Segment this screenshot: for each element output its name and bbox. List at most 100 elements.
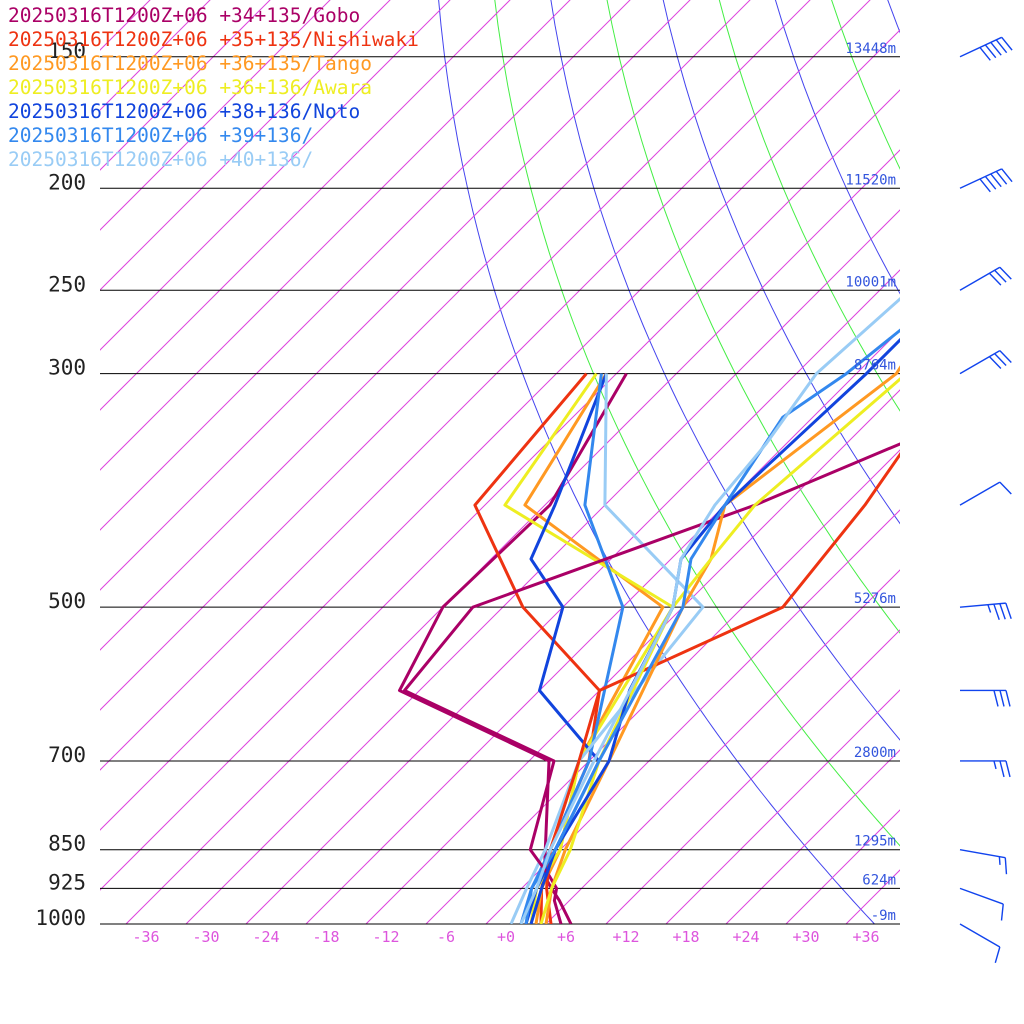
wind-barb-flag [993,760,997,770]
isotherm-line [100,0,691,591]
wind-barb-flag [994,946,1001,964]
isotherm-line [365,389,900,924]
wind-barb-flag [999,350,1012,363]
wind-barb-flag [1004,857,1008,875]
height-label: 11520m [845,172,896,188]
dry-adiabat-line [494,0,900,847]
wind-barbs [959,36,1013,964]
dry-adiabat-line [662,0,900,525]
wind-barb-flag [993,690,999,707]
isotherm-line [245,269,900,924]
temperature-tick-label: +24 [732,928,759,946]
wind-barb-flag [1000,904,1004,921]
wind-barb-flag [998,856,1001,865]
wind-barb-flag [999,603,1006,620]
pressure-tick-label: 1000 [35,906,86,930]
isotherm-line [100,0,391,291]
dry-adiabat-line [438,0,875,924]
temperature-tick-label: -36 [132,928,159,946]
isotherm-line [845,869,900,924]
wind-barb-staff [959,266,1001,291]
isotherm-line [605,629,900,924]
temperature-tick-label: -24 [252,928,279,946]
dry-adiabats [438,0,1024,924]
isotherm-line [100,0,751,651]
wind-barb-staff [959,481,1001,506]
wind-barb-staff [959,923,1001,948]
wind-barb-staff [959,350,1001,375]
isotherm-line [425,449,900,924]
dry-adiabat-line [606,0,900,634]
pressure-tick-label: 250 [48,272,86,296]
dewpoint-line [503,372,675,924]
isotherms [100,0,1024,924]
dry-adiabat-line [550,0,900,741]
isotherm-line [665,689,900,924]
dewpoint-profiles [398,372,705,924]
legend: 20250316T1200Z+06 +34+135/Gobo 20250316T1… [8,4,419,172]
pressure-tick-label: 850 [48,832,86,856]
temperature-line [403,442,900,924]
wind-barb-flag [993,603,1000,620]
pressure-tick-label: 925 [48,870,86,894]
temperature-profiles [403,296,900,924]
wind-barb-flag [1005,760,1011,778]
isotherm-line [100,0,871,771]
isotherm-line [906,0,1024,924]
temperature-tick-label: -12 [372,928,399,946]
temperature-line [524,328,900,924]
wind-barb-flag [1005,690,1011,707]
isotherm-line [545,569,900,924]
wind-barb-staff [959,168,1002,189]
temperature-tick-label: +0 [497,928,515,946]
pressure-tick-label: 150 [48,39,86,63]
dry-adiabat-line [718,0,900,412]
height-label: 624m [862,872,896,888]
wind-barb-flag [999,266,1012,280]
isobars [100,56,900,925]
wind-barb-flag [990,41,1002,56]
dry-adiabat-line [774,0,900,295]
legend-entry: 20250316T1200Z+06 +36+136/Awara [8,76,372,99]
wind-barb-flag [1001,168,1013,183]
isotherm-line [100,0,631,531]
temperature-tick-label: +36 [852,928,879,946]
wind-barb-flag [979,47,991,61]
wind-barb-staff [959,602,1006,608]
wind-barb-flag [988,356,1002,369]
wind-barb-staff [959,36,1002,58]
pressure-tick-label: 300 [48,356,86,380]
wind-barb-flag [990,173,1002,188]
wind-barb-flag [1005,602,1012,619]
temperature-tick-label: +6 [557,928,575,946]
temperature-line [544,365,900,924]
temperature-tick-label: -6 [437,928,455,946]
isotherm-line [100,89,900,891]
temperature-tick-label: +30 [792,928,819,946]
isotherm-line [100,0,511,411]
wind-barb-staff [959,849,1006,859]
temperature-line [519,296,900,924]
temperature-line [539,377,900,924]
isotherm-line [185,209,900,924]
dry-adiabat-line [922,0,1024,924]
pressure-tick-label: 500 [48,589,86,613]
wind-barb-flag [987,604,992,613]
wind-barb-flag [979,178,991,193]
isotherm-line [785,809,900,924]
legend-entry: 20250316T1200Z+06 +40+136/ [8,148,314,171]
temperature-tick-label: -18 [312,928,339,946]
height-label: 10001m [845,274,896,290]
height-label: 2800m [854,745,896,761]
wind-barb-flag [1001,36,1013,51]
legend-entry: 20250316T1200Z+06 +36+135/Tango [8,52,372,75]
temperature-tick-label: +12 [612,928,639,946]
height-label: 1295m [854,834,896,850]
wind-barb-flag [984,44,997,59]
legend-entry: 20250316T1200Z+06 +38+136/Noto [8,100,361,123]
wind-barb-flag [988,272,1002,286]
wind-barb-flag [984,175,997,190]
temperature-line [545,452,900,924]
wind-barb-flag [999,760,1005,778]
